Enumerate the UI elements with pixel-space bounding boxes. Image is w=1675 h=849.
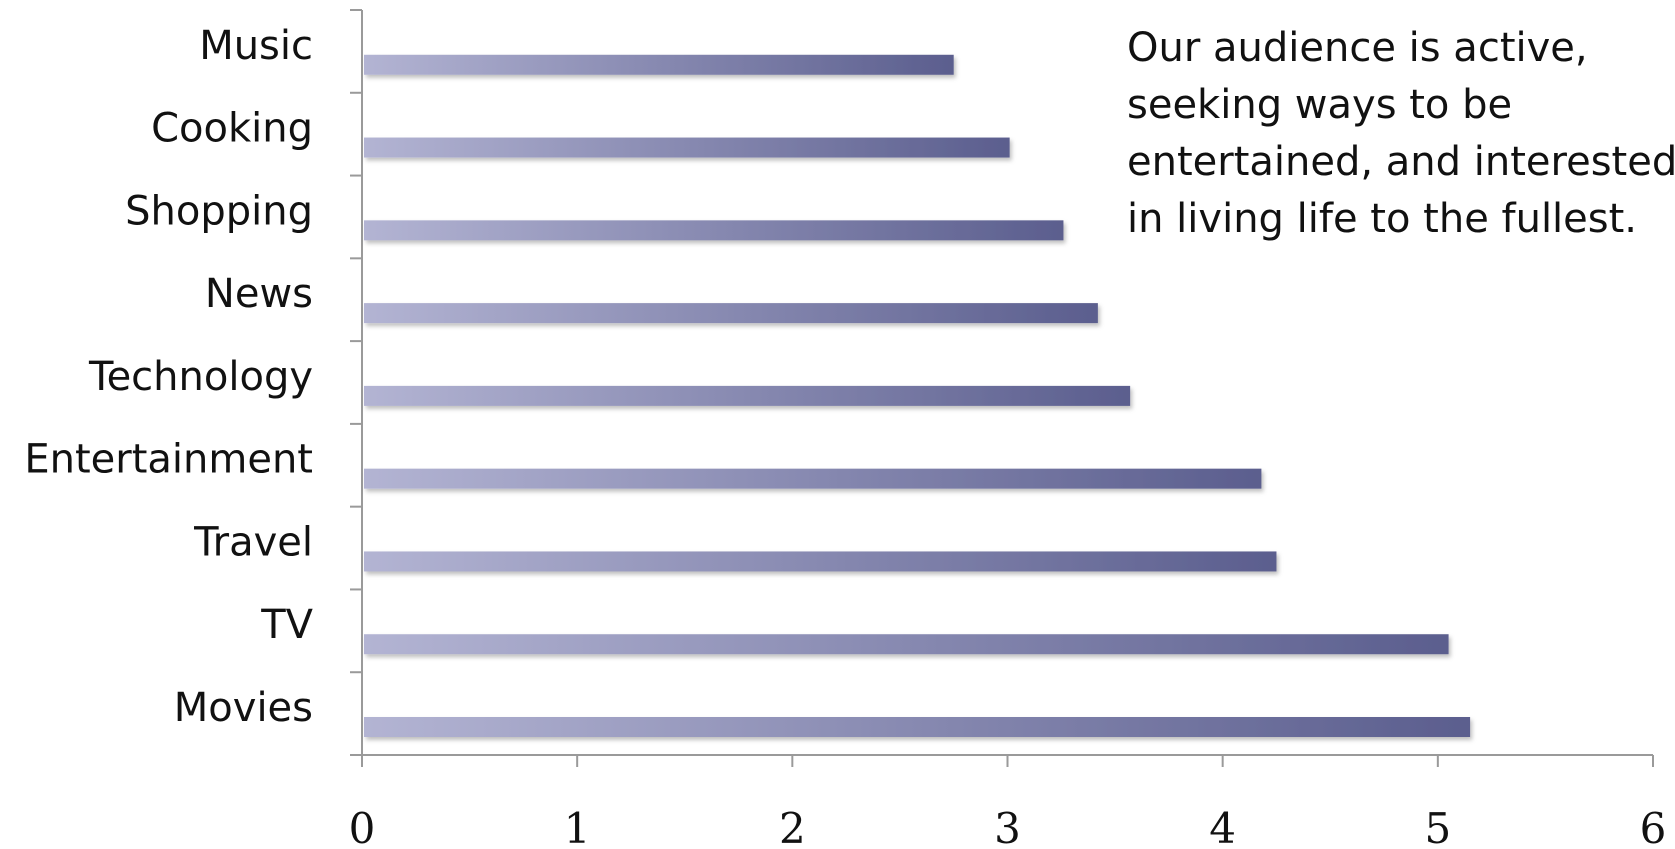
bar bbox=[364, 634, 1449, 655]
annotation-line: entertained, and interested bbox=[1127, 139, 1675, 185]
x-tick-label: 1 bbox=[564, 804, 591, 849]
bar bbox=[364, 385, 1131, 406]
x-tick-label: 2 bbox=[779, 804, 806, 849]
bar bbox=[364, 303, 1098, 324]
x-tick-label: 4 bbox=[1209, 804, 1236, 849]
annotation-text: Our audience is active, seeking ways to … bbox=[1127, 20, 1675, 248]
category-label: Cooking bbox=[151, 106, 313, 152]
category-label: Music bbox=[199, 23, 313, 69]
x-tick-label: 6 bbox=[1640, 804, 1667, 849]
bar bbox=[364, 137, 1010, 158]
annotation-line: Our audience is active, bbox=[1127, 25, 1588, 71]
bar bbox=[364, 54, 954, 75]
axes bbox=[350, 9, 1654, 767]
labels: 0 1 2 3 4 5 6 Movies TV Travel Entertainment Techno… bbox=[24, 23, 1666, 849]
bar bbox=[364, 220, 1064, 241]
category-label: Entertainment bbox=[24, 437, 313, 483]
category-label: News bbox=[205, 271, 313, 317]
annotation-line: seeking ways to be bbox=[1127, 82, 1513, 128]
category-label: Technology bbox=[88, 354, 313, 400]
category-label: Movies bbox=[174, 685, 313, 731]
x-tick-label: 5 bbox=[1424, 804, 1451, 849]
bar bbox=[364, 717, 1471, 737]
category-label: Travel bbox=[193, 519, 313, 565]
category-label: Shopping bbox=[125, 188, 313, 234]
bars bbox=[364, 54, 1471, 737]
category-label: TV bbox=[260, 602, 313, 648]
annotation-line: in living life to the fullest. bbox=[1127, 196, 1638, 242]
bar bbox=[364, 468, 1262, 489]
bar bbox=[364, 551, 1277, 572]
x-tick-label: 0 bbox=[349, 804, 376, 849]
x-tick-label: 3 bbox=[994, 804, 1021, 849]
